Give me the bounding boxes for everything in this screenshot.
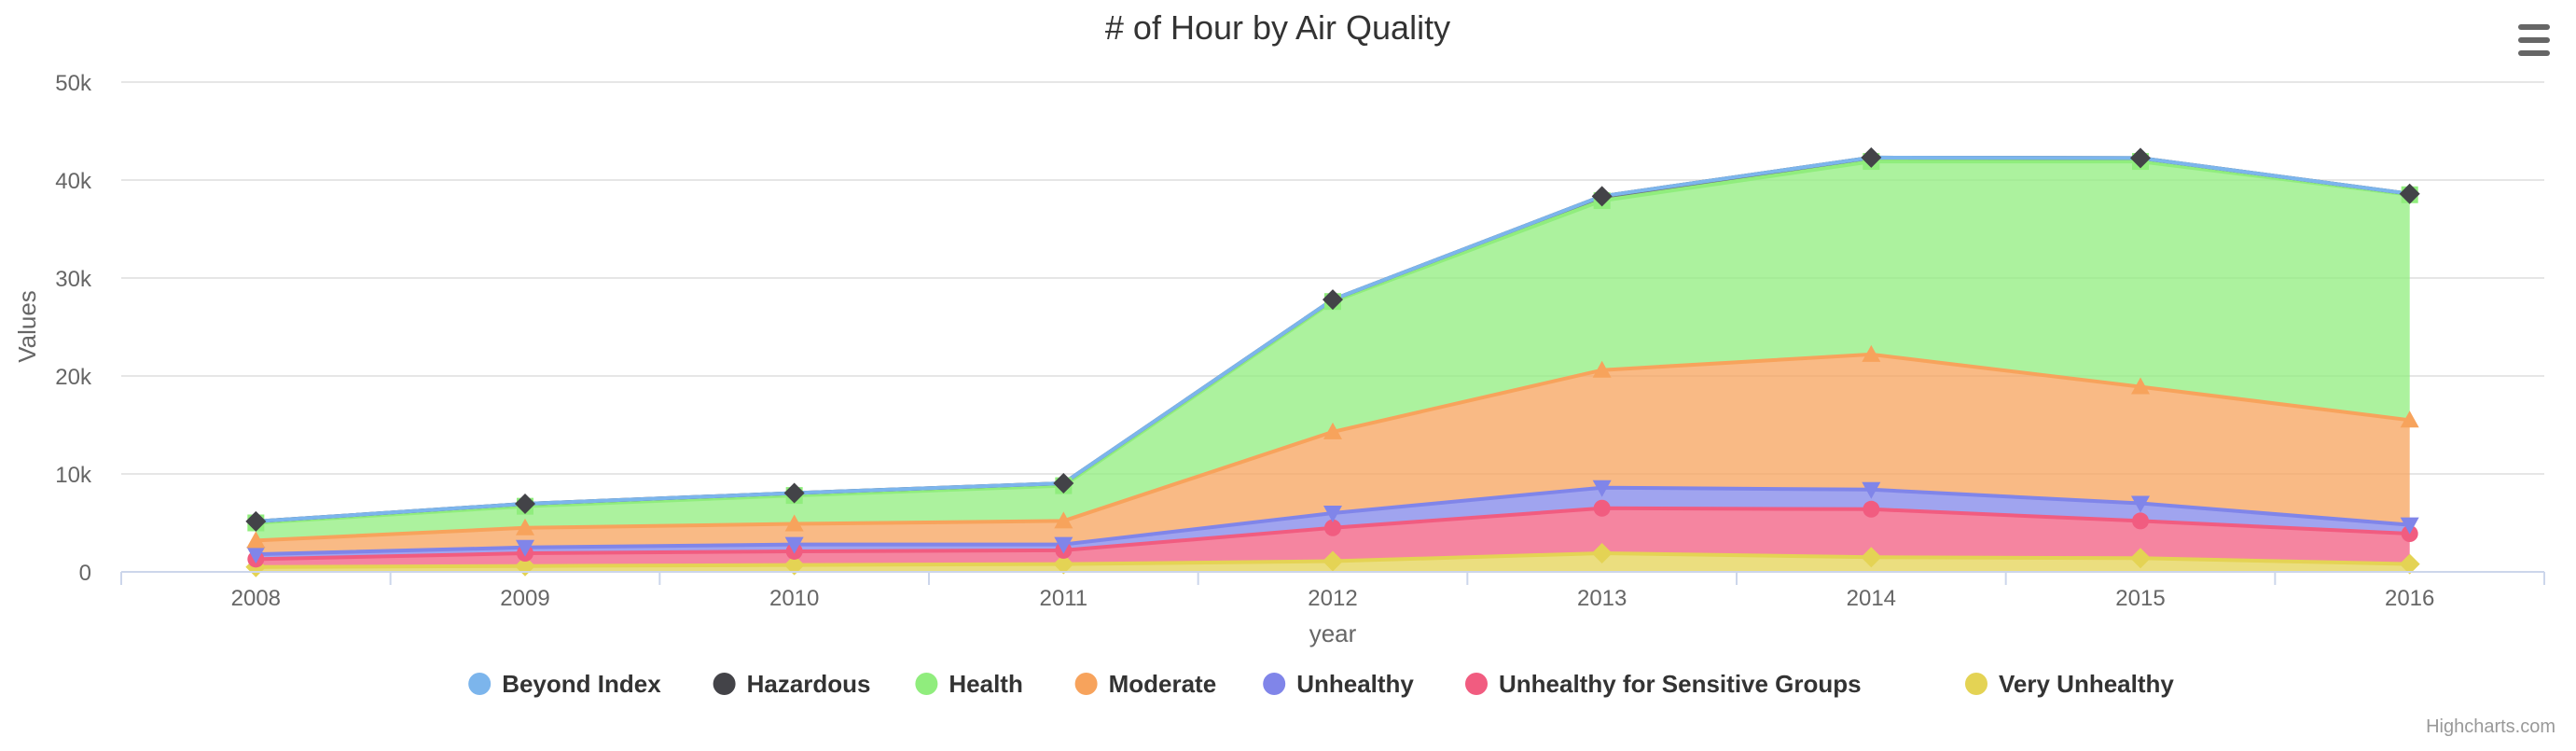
point-hazardous: [1323, 289, 1343, 311]
legend-label: Unhealthy for Sensitive Groups: [1499, 670, 1862, 698]
point-unhealthy-for-sensitive-groups: [2132, 512, 2149, 530]
legend-label: Very Unhealthy: [1999, 670, 2174, 698]
point-very-unhealthy: [2399, 553, 2420, 575]
point-unhealthy: [516, 539, 534, 557]
point-moderate: [1054, 511, 1073, 529]
legend-symbol: [713, 673, 736, 695]
area-moderate: [256, 354, 2410, 555]
hamburger-menu-icon[interactable]: [2507, 17, 2559, 63]
point-very-unhealthy: [783, 554, 805, 576]
credits-link[interactable]: Highcharts.com: [2426, 716, 2555, 737]
legend-label: Unhealthy: [1296, 670, 1414, 698]
y-tick-label: 20k: [55, 365, 92, 390]
legend-symbol: [468, 673, 492, 695]
legend-symbol: [1074, 673, 1098, 695]
point-unhealthy-for-sensitive-groups: [1324, 519, 1341, 536]
y-tick-label: 30k: [55, 267, 92, 292]
legend-label: Moderate: [1109, 670, 1217, 698]
point-hazardous: [515, 494, 535, 515]
y-tick-label: 40k: [55, 169, 92, 194]
point-hazardous: [245, 510, 267, 532]
y-axis-title: Values: [13, 290, 41, 363]
point-moderate: [516, 518, 534, 535]
point-unhealthy-for-sensitive-groups: [1593, 499, 1611, 517]
legend-symbol: [915, 673, 938, 695]
legend: Beyond Index Hazardous Health Moderate Unhea…: [468, 670, 2174, 698]
point-hazardous: [1591, 186, 1613, 207]
y-tick-label: 10k: [55, 463, 92, 488]
series-markers: [245, 146, 2420, 577]
point-unhealthy: [2400, 517, 2419, 535]
point-hazardous: [2130, 147, 2151, 169]
point-unhealthy: [1323, 506, 1342, 522]
legend-item[interactable]: Unhealthy for Sensitive Groups: [1465, 670, 1862, 698]
point-very-unhealthy: [1591, 543, 1613, 564]
x-tick-label: 2012: [1308, 586, 1357, 611]
x-tick-label: 2014: [1847, 586, 1896, 611]
point-unhealthy: [784, 536, 804, 554]
point-unhealthy: [1054, 536, 1073, 554]
point-very-unhealthy: [1053, 553, 1074, 575]
point-very-unhealthy: [2130, 548, 2151, 569]
point-hazardous: [1861, 146, 1882, 168]
x-tick-label: 2013: [1577, 586, 1627, 611]
point-unhealthy-for-sensitive-groups: [1863, 500, 1880, 518]
point-hazardous: [783, 482, 805, 504]
legend-symbol: [1965, 673, 1987, 695]
y-tick-label: 50k: [55, 71, 92, 96]
chart-title: # of Hour by Air Quality: [1105, 8, 1450, 47]
point-moderate: [2400, 410, 2419, 428]
point-very-unhealthy: [1861, 547, 1882, 568]
point-moderate: [784, 514, 804, 532]
point-moderate: [1592, 360, 1612, 378]
x-tick-label: 2015: [2115, 586, 2165, 611]
point-unhealthy: [2131, 495, 2150, 513]
x-tick-label: 2011: [1040, 586, 1088, 611]
x-tick-label: 2016: [2385, 586, 2434, 611]
point-very-unhealthy: [1323, 550, 1343, 572]
point-moderate: [1323, 422, 1342, 439]
point-unhealthy: [246, 547, 266, 564]
point-unhealthy: [1862, 481, 1881, 499]
legend-symbol: [1263, 673, 1286, 695]
legend-item[interactable]: Moderate: [1074, 670, 1217, 698]
legend-label: Beyond Index: [502, 670, 661, 698]
point-unhealthy: [1592, 480, 1612, 497]
y-tick-label: 0: [79, 561, 91, 586]
point-hazardous: [2399, 183, 2420, 204]
legend-item[interactable]: Unhealthy: [1263, 670, 1414, 698]
legend-label: Hazardous: [747, 670, 871, 698]
legend-label: Health: [949, 670, 1022, 698]
point-hazardous: [1053, 472, 1074, 494]
point-moderate: [246, 531, 266, 549]
point-moderate: [2131, 377, 2150, 395]
x-tick-label: 2009: [500, 586, 549, 611]
x-tick-label: 2010: [769, 586, 819, 611]
legend-item[interactable]: Very Unhealthy: [1965, 670, 2174, 698]
x-tick-label: 2008: [231, 586, 281, 611]
area-health: [256, 161, 2410, 541]
legend-symbol: [1465, 673, 1488, 695]
legend-item[interactable]: Hazardous: [713, 670, 871, 698]
axes: 0 10k 20k 30k 40k 50k 2008 2009 2010 2011 2012 2013…: [55, 71, 2545, 611]
legend-item[interactable]: Beyond Index: [468, 670, 661, 698]
x-axis-title: year: [1309, 619, 1357, 647]
point-moderate: [1862, 344, 1881, 362]
legend-item[interactable]: Health: [915, 670, 1023, 698]
